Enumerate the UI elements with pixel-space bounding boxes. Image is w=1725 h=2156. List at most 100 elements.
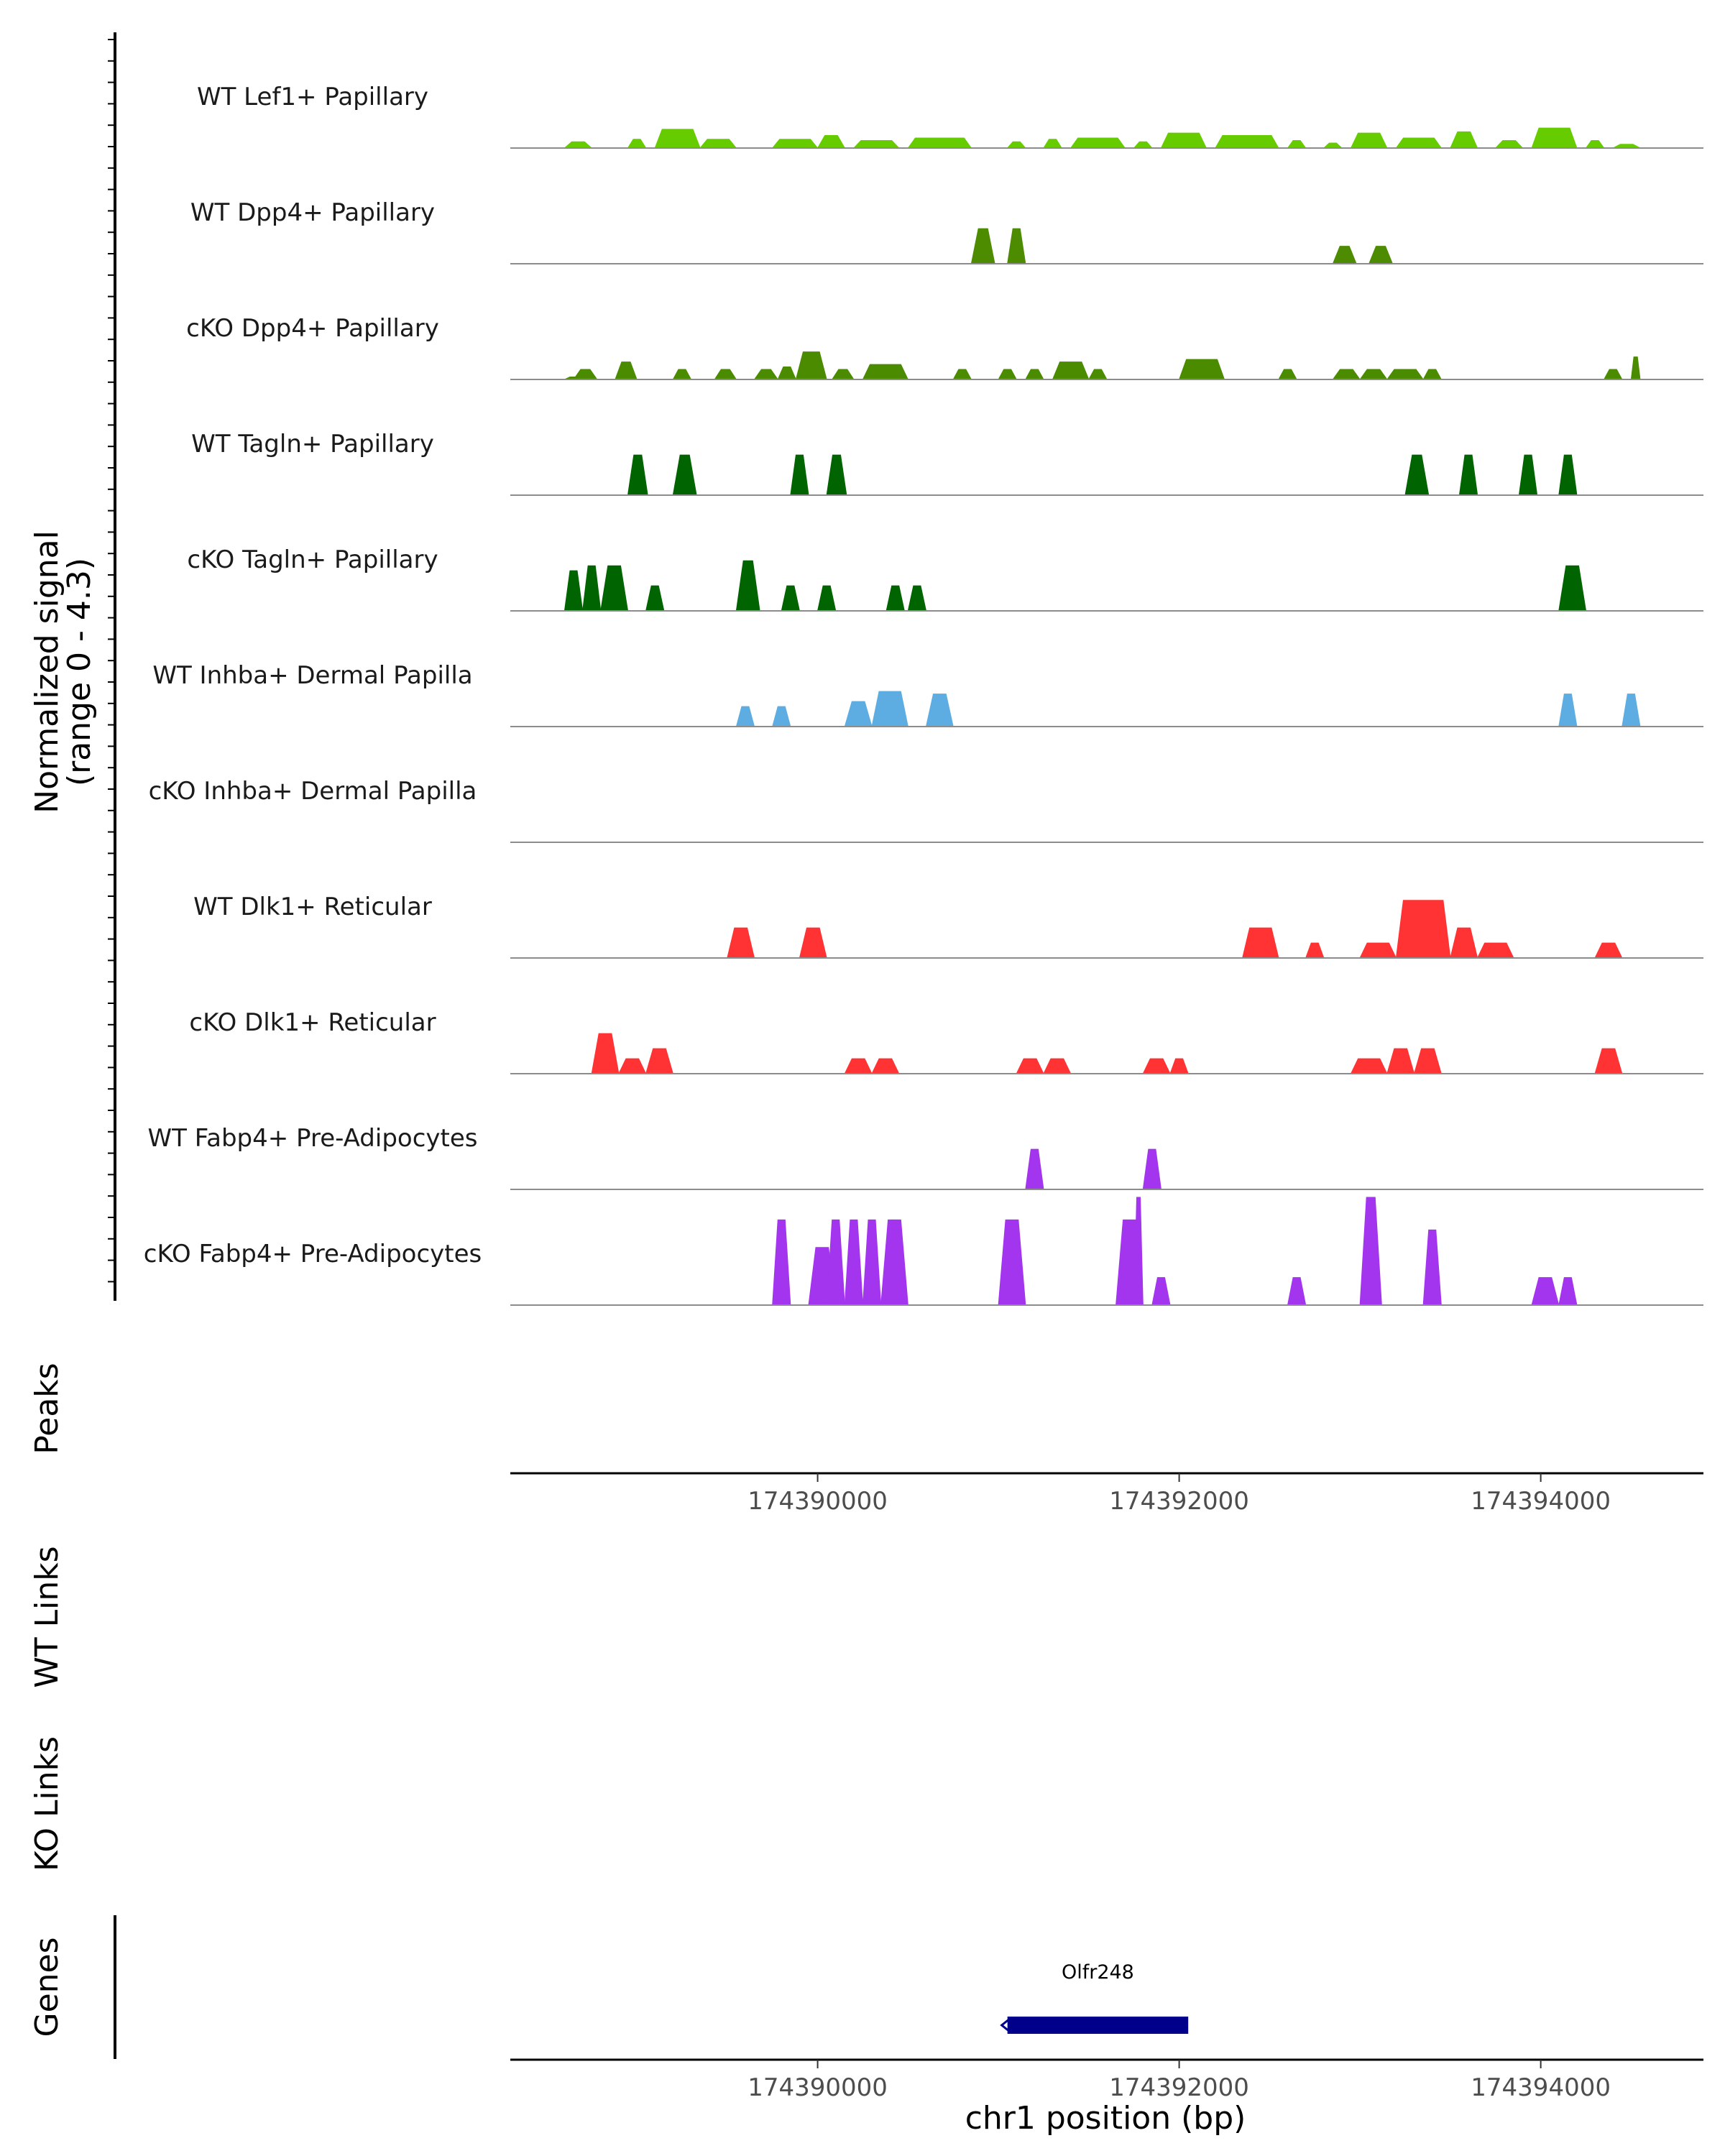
- track-2-peak-8: [831, 369, 855, 380]
- track-8-peak-1: [618, 1058, 647, 1074]
- track-0-peak-9: [1043, 139, 1063, 149]
- track-7-peak-3: [1305, 942, 1325, 959]
- track-4-peak-5: [781, 585, 801, 612]
- track-6: cKO Inhba+ Dermal Papilla: [149, 777, 1703, 843]
- gene-label: Olfr248: [1062, 1961, 1134, 1984]
- track-0-peak-21: [1585, 140, 1605, 149]
- signal-y-axis-ticks: [108, 39, 115, 1283]
- track-3-peak-6: [1518, 454, 1538, 496]
- track-10-peak-0: [772, 1219, 791, 1306]
- track-label-8: cKO Dlk1+ Reticular: [189, 1008, 436, 1037]
- track-0-peak-7: [907, 137, 972, 149]
- track-0-peak-2: [654, 129, 701, 149]
- gene-strand-arrow: [1000, 2018, 1010, 2032]
- track-8-peak-3: [844, 1058, 873, 1074]
- track-8-peak-2: [645, 1048, 674, 1074]
- track-3-peak-5: [1458, 454, 1478, 496]
- track-3: WT Tagln+ Papillary: [191, 430, 1703, 496]
- track-label-1: WT Dpp4+ Papillary: [190, 198, 435, 227]
- track-0-peak-20: [1531, 127, 1578, 149]
- track-10-peak-14: [1558, 1277, 1578, 1306]
- track-1-peak-1: [1007, 228, 1026, 264]
- track-2-peak-9: [862, 364, 909, 380]
- x-axis-1-tick-label-2: 174394000: [1471, 1487, 1611, 1516]
- track-2-peak-15: [1178, 359, 1225, 380]
- x-axis-1-tick-label-1: 174392000: [1109, 1487, 1249, 1516]
- track-0-peak-10: [1070, 137, 1126, 149]
- track-10-peak-10: [1287, 1277, 1307, 1306]
- track-2-peak-4: [714, 369, 737, 380]
- track-7-peak-2: [1242, 927, 1279, 959]
- track-10-peak-4: [862, 1219, 882, 1306]
- track-5-peak-0: [735, 706, 755, 727]
- wt-links-panel-title: WT Links: [29, 1546, 65, 1687]
- track-3-peak-4: [1404, 454, 1430, 496]
- track-0-peak-5: [816, 135, 846, 149]
- track-5-peak-4: [925, 694, 954, 727]
- track-4-peak-4: [735, 560, 760, 612]
- track-9-peak-1: [1142, 1148, 1162, 1190]
- track-0-peak-4: [771, 139, 819, 149]
- track-3-peak-7: [1558, 454, 1578, 496]
- track-4-peak-1: [582, 565, 602, 612]
- track-0-peak-6: [852, 140, 900, 149]
- track-10-peak-13: [1531, 1277, 1560, 1306]
- track-8-peak-9: [1350, 1058, 1388, 1074]
- x-axis-2-tick-label-2: 174394000: [1471, 2073, 1611, 2102]
- track-label-7: WT Dlk1+ Reticular: [193, 893, 432, 921]
- peaks-x-axis: 174390000 174392000 174394000: [748, 1473, 1611, 1516]
- track-2-peak-11: [998, 369, 1018, 380]
- track-9: WT Fabp4+ Pre-Adipocytes: [148, 1124, 1703, 1190]
- track-4-peak-9: [1558, 565, 1587, 612]
- peaks-panel-title: Peaks: [29, 1363, 65, 1454]
- ko-links-panel-title: KO Links: [29, 1736, 65, 1871]
- track-10-peak-3: [844, 1219, 863, 1306]
- signal-y-axis-range: (range 0 - 4.3): [61, 558, 98, 786]
- track-label-5: WT Inhba+ Dermal Papilla: [152, 661, 472, 690]
- track-7-peak-4: [1359, 942, 1397, 959]
- track-7-peak-1: [799, 927, 827, 959]
- track-2-peak-6: [777, 367, 797, 380]
- track-2-peak-13: [1052, 361, 1090, 380]
- track-8: cKO Dlk1+ Reticular: [189, 1008, 1703, 1074]
- track-label-3: WT Tagln+ Papillary: [191, 430, 434, 459]
- track-7-peak-7: [1476, 942, 1514, 959]
- track-2-peak-3: [672, 369, 692, 380]
- track-0: WT Lef1+ Papillary: [197, 83, 1703, 149]
- track-8-peak-11: [1413, 1048, 1442, 1074]
- gene-olfr248: Olfr248: [1000, 1961, 1189, 2034]
- track-0-peak-19: [1494, 140, 1524, 149]
- genes-panel-title: Genes: [29, 1937, 65, 2037]
- track-5-peak-3: [871, 691, 908, 727]
- track-10-peak-8: [1133, 1197, 1144, 1306]
- track-10: cKO Fabp4+ Pre-Adipocytes: [144, 1197, 1703, 1306]
- track-2-peak-22: [1630, 356, 1641, 380]
- track-0-peak-18: [1450, 131, 1478, 149]
- track-label-4: cKO Tagln+ Papillary: [187, 545, 438, 574]
- track-2-peak-16: [1278, 369, 1297, 380]
- track-2-peak-17: [1332, 369, 1361, 380]
- track-1-peak-0: [970, 228, 995, 264]
- track-4-peak-2: [600, 565, 629, 612]
- track-0-peak-17: [1395, 137, 1443, 149]
- track-7: WT Dlk1+ Reticular: [193, 893, 1703, 959]
- track-2-peak-18: [1359, 369, 1388, 380]
- track-0-peak-8: [1006, 141, 1026, 149]
- track-label-9: WT Fabp4+ Pre-Adipocytes: [148, 1124, 478, 1153]
- track-8-peak-6: [1043, 1058, 1072, 1074]
- track-7-peak-8: [1594, 942, 1623, 959]
- track-3-peak-0: [627, 454, 648, 496]
- track-0-peak-15: [1322, 142, 1343, 149]
- track-4: cKO Tagln+ Papillary: [187, 545, 1703, 612]
- track-0-peak-1: [627, 139, 647, 149]
- track-8-peak-5: [1016, 1058, 1044, 1074]
- track-2-peak-19: [1386, 369, 1425, 380]
- track-2-peak-14: [1088, 369, 1108, 380]
- track-5-peak-5: [1558, 694, 1578, 727]
- track-5-peak-2: [844, 701, 873, 727]
- track-2-peak-20: [1422, 369, 1443, 380]
- track-0-peak-3: [699, 139, 737, 149]
- track-2: cKO Dpp4+ Papillary: [186, 314, 1703, 380]
- track-7-peak-5: [1395, 900, 1451, 959]
- track-8-peak-8: [1169, 1058, 1189, 1074]
